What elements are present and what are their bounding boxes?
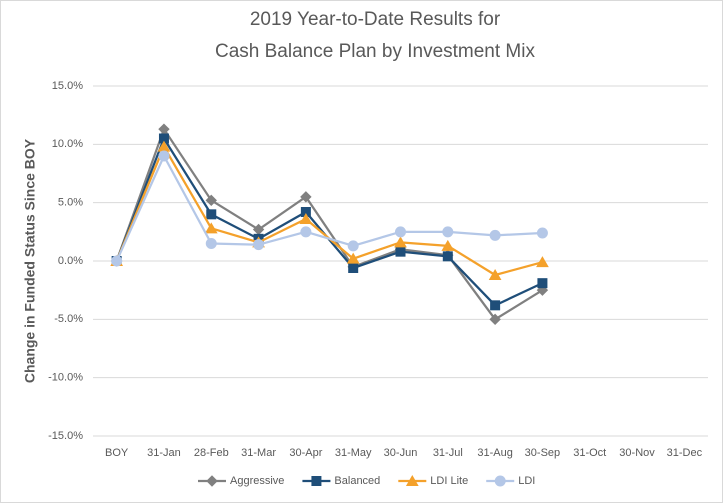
x-tick-label: 31-Oct [573,447,606,459]
y-tick-label: 5.0% [58,197,83,209]
x-tick-label: 31-May [335,447,372,459]
data-point [111,255,123,267]
x-tick-label: BOY [105,447,129,459]
y-tick-label: -10.0% [48,372,83,384]
data-point [489,313,501,326]
data-point [395,246,406,257]
series-line [115,126,544,321]
x-tick-label: 30-Apr [289,447,322,459]
chart-title: Cash Balance Plan by Investment Mix [215,41,535,62]
data-point [489,229,501,241]
y-tick-label: 0.0% [58,255,83,267]
legend-marker [206,475,218,487]
data-point [537,278,548,289]
legend-marker [311,476,322,486]
x-tick-label: 31-Jan [147,447,181,459]
x-tick-label: 30-Nov [619,447,655,459]
data-point [347,240,359,252]
data-point [536,256,549,268]
x-tick-label: 30-Jun [384,447,418,459]
data-point [299,213,313,224]
legend-label: Aggressive [230,475,284,487]
data-point [488,269,502,280]
data-point [395,226,406,238]
data-point [394,236,407,248]
data-point [205,238,217,249]
data-point [300,191,312,203]
data-point [346,252,360,264]
y-tick-label: -15.0% [48,430,83,442]
y-tick-label: 15.0% [52,80,83,92]
data-point [158,150,170,162]
x-tick-label: 31-Aug [477,447,512,459]
x-tick-label: 31-Mar [241,447,276,459]
data-point [536,227,548,239]
legend-marker [405,475,419,486]
legend-label: Balanced [334,475,380,487]
data-point [253,239,265,251]
data-point [490,300,501,311]
y-tick-label: -5.0% [54,313,83,325]
chart-title: 2019 Year-to-Date Results for [250,9,501,30]
x-tick-label: 30-Sep [525,447,560,459]
legend-label: LDI [518,475,535,487]
x-tick-label: 31-Dec [667,447,703,459]
data-point [442,226,454,238]
y-tick-label: 10.0% [52,138,83,150]
y-axis-label: Change in Funded Status Since BOY [22,138,38,383]
x-tick-label: 28-Feb [194,447,229,459]
data-point [442,251,453,262]
data-point [204,222,218,234]
data-point [300,226,312,238]
data-point [441,239,455,251]
x-tick-label: 31-Jul [433,447,463,459]
legend-marker [494,475,506,487]
legend-label: LDI Lite [430,475,468,487]
data-point [206,209,217,220]
series-line [115,153,543,262]
data-point [348,263,359,273]
data-point [205,194,217,207]
